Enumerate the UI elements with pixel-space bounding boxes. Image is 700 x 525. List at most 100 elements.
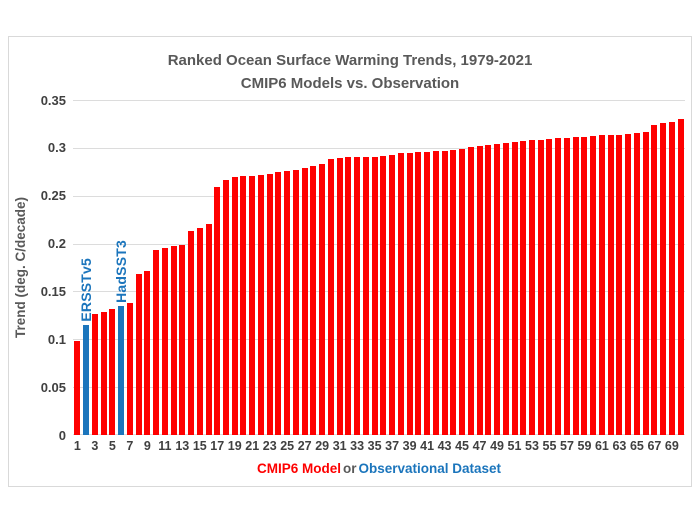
bar-model xyxy=(432,150,439,435)
bar-model xyxy=(660,123,667,435)
bar-model xyxy=(476,145,483,435)
x-axis-title-connector: or xyxy=(342,461,357,476)
x-tick-label: 25 xyxy=(280,439,295,453)
x-tick-label: 13 xyxy=(175,439,190,453)
x-tick-label: 7 xyxy=(126,439,134,453)
bar-model xyxy=(406,152,413,435)
bar-model xyxy=(485,145,492,435)
bar-model xyxy=(494,144,501,435)
gridline xyxy=(73,339,685,340)
x-tick-label: 33 xyxy=(350,439,365,453)
y-axis-tick-labels: 0 0.05 0.1 0.15 0.2 0.25 0.3 0.35 xyxy=(9,93,66,443)
bar-model xyxy=(301,168,308,435)
bar-model xyxy=(354,157,361,435)
bar-model xyxy=(633,132,640,435)
gridline xyxy=(73,387,685,388)
x-tick-label: 17 xyxy=(210,439,225,453)
x-tick-label: 53 xyxy=(525,439,539,453)
bar-observation xyxy=(83,324,90,435)
bar-model xyxy=(126,302,133,435)
bar-model xyxy=(170,246,177,435)
bar-model xyxy=(231,176,238,435)
bar-model xyxy=(397,152,404,435)
chart-title: Ranked Ocean Surface Warming Trends, 197… xyxy=(9,49,691,95)
plot-area: ERSSTv5 HadSST3 xyxy=(73,100,685,435)
bar-model xyxy=(266,173,273,435)
bar-model xyxy=(642,131,649,435)
chart-frame: Ranked Ocean Surface Warming Trends, 197… xyxy=(8,36,692,487)
bar-model xyxy=(529,140,535,435)
bar-model xyxy=(74,341,81,435)
bar-model xyxy=(179,244,186,435)
bar-model xyxy=(100,311,107,435)
bar-model xyxy=(677,119,684,435)
bar-model xyxy=(424,151,431,435)
bar-model xyxy=(467,146,474,435)
y-tick-label: 0 xyxy=(58,427,66,443)
x-axis-tick-labels: 1 3 5 7 9 11 13 15 17 19 21 23 25 27 29 31 33 35 37 39 41 43 4… xyxy=(73,439,685,457)
y-tick-label: 0.35 xyxy=(40,92,66,108)
x-tick-label: 31 xyxy=(332,439,347,453)
observation-dataset-label: HadSST3 xyxy=(113,239,130,303)
bar-model xyxy=(537,140,544,435)
x-tick-label: 61 xyxy=(594,439,609,453)
chart-title-line1: Ranked Ocean Surface Warming Trends, 197… xyxy=(167,52,533,69)
x-tick-label: 45 xyxy=(455,439,469,453)
bar-model xyxy=(319,164,326,435)
bar-model xyxy=(371,156,378,435)
bar-model xyxy=(214,187,221,435)
bar-model xyxy=(563,138,570,435)
x-tick-label: 49 xyxy=(490,439,504,453)
bar-model xyxy=(275,171,282,435)
bar-model xyxy=(459,148,466,435)
gridline xyxy=(73,244,685,245)
observation-dataset-label: ERSSTv5 xyxy=(78,258,95,322)
bar-model xyxy=(450,149,457,435)
x-tick-label: 63 xyxy=(612,439,627,453)
bar-model xyxy=(581,137,588,435)
bar-model xyxy=(196,228,203,435)
x-tick-label: 41 xyxy=(420,439,435,453)
bar-model xyxy=(389,154,396,435)
x-tick-label: 1 xyxy=(73,439,81,453)
bar-observation xyxy=(118,305,125,435)
x-tick-label: 15 xyxy=(192,439,207,453)
gridline xyxy=(73,196,685,197)
bar-model xyxy=(336,158,343,435)
bar-model xyxy=(310,166,317,435)
bar-model xyxy=(546,139,553,435)
x-tick-label: 69 xyxy=(664,439,679,453)
x-tick-label: 35 xyxy=(367,439,382,453)
x-tick-label: 65 xyxy=(629,439,644,453)
x-tick-label: 3 xyxy=(91,439,99,453)
gridline xyxy=(73,291,685,292)
y-tick-label: 0.1 xyxy=(47,331,66,347)
bar-model xyxy=(257,174,264,435)
bar-model xyxy=(109,308,116,435)
x-tick-label: 43 xyxy=(437,439,452,453)
bar-model xyxy=(598,135,605,435)
x-tick-label: 21 xyxy=(245,439,260,453)
bar-model xyxy=(520,141,527,435)
gridline xyxy=(73,148,685,149)
x-tick-label: 19 xyxy=(227,439,242,453)
bar-model xyxy=(153,250,160,435)
bar-model xyxy=(249,175,256,435)
bar-model xyxy=(572,137,579,435)
bar-model xyxy=(144,271,151,435)
x-tick-label: 29 xyxy=(315,439,330,453)
x-tick-label: 11 xyxy=(158,439,172,453)
bar-model xyxy=(205,223,212,435)
x-tick-label: 37 xyxy=(385,439,400,453)
x-tick-label: 67 xyxy=(647,439,662,453)
bar-model xyxy=(292,169,299,435)
bar-model xyxy=(511,142,518,435)
x-tick-label: 57 xyxy=(560,439,574,453)
y-tick-label: 0.05 xyxy=(40,379,66,395)
bar-model xyxy=(607,135,614,435)
gridline xyxy=(73,434,685,435)
gridline xyxy=(73,100,685,101)
bar-model xyxy=(240,175,247,435)
bar-model xyxy=(555,138,562,435)
